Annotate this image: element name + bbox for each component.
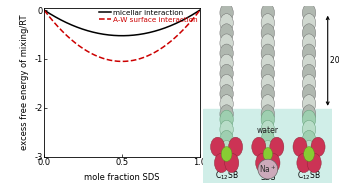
Circle shape	[302, 14, 316, 32]
Circle shape	[302, 110, 316, 129]
micellar interaction	[198, 9, 202, 11]
Circle shape	[302, 120, 316, 139]
Circle shape	[220, 64, 233, 83]
Circle shape	[261, 84, 275, 103]
Circle shape	[220, 24, 233, 42]
Text: C$_{12}$SB: C$_{12}$SB	[297, 169, 321, 182]
Circle shape	[220, 110, 233, 129]
Circle shape	[261, 4, 275, 22]
Circle shape	[266, 153, 280, 173]
Circle shape	[261, 64, 275, 83]
micellar interaction	[117, 35, 121, 37]
Circle shape	[302, 95, 316, 113]
Text: Na$^+$: Na$^+$	[259, 163, 277, 175]
Legend: micellar interaction, A-W surface interaction: micellar interaction, A-W surface intera…	[99, 9, 199, 24]
Line: micellar interaction: micellar interaction	[44, 10, 200, 36]
Circle shape	[256, 153, 270, 173]
X-axis label: mole fraction SDS: mole fraction SDS	[84, 173, 160, 182]
Circle shape	[304, 147, 314, 161]
Circle shape	[297, 153, 311, 173]
micellar interaction	[135, 34, 139, 36]
A-W surface interaction	[194, 13, 198, 16]
Circle shape	[220, 74, 233, 93]
Circle shape	[261, 24, 275, 42]
Circle shape	[302, 64, 316, 83]
Circle shape	[220, 44, 233, 63]
Circle shape	[302, 130, 316, 149]
A-W surface interaction	[198, 9, 202, 11]
Circle shape	[261, 130, 275, 149]
Circle shape	[311, 137, 325, 157]
Circle shape	[302, 105, 316, 123]
Circle shape	[220, 54, 233, 73]
Circle shape	[261, 54, 275, 73]
Circle shape	[261, 34, 275, 52]
Circle shape	[261, 110, 275, 129]
A-W surface interaction	[116, 60, 120, 62]
A-W surface interaction	[42, 9, 46, 11]
Circle shape	[261, 44, 275, 63]
micellar interaction	[42, 9, 46, 11]
A-W surface interaction	[117, 60, 121, 63]
Circle shape	[307, 153, 321, 173]
micellar interaction	[116, 35, 120, 37]
Line: A-W surface interaction: A-W surface interaction	[44, 10, 200, 61]
Text: water: water	[257, 125, 279, 135]
Circle shape	[302, 84, 316, 103]
A-W surface interaction	[135, 58, 139, 61]
Circle shape	[214, 153, 228, 173]
Circle shape	[261, 95, 275, 113]
Circle shape	[302, 44, 316, 63]
Circle shape	[252, 137, 266, 157]
Circle shape	[220, 105, 233, 123]
Circle shape	[270, 137, 284, 157]
Circle shape	[220, 84, 233, 103]
Circle shape	[302, 140, 316, 159]
Circle shape	[302, 34, 316, 52]
Circle shape	[211, 137, 225, 157]
micellar interaction	[170, 24, 174, 26]
Circle shape	[293, 137, 307, 157]
Circle shape	[302, 74, 316, 93]
Bar	[203, 109, 332, 183]
Circle shape	[220, 130, 233, 149]
Circle shape	[261, 120, 275, 139]
Circle shape	[261, 140, 275, 159]
A-W surface interaction	[170, 39, 174, 41]
Circle shape	[225, 153, 239, 173]
Circle shape	[220, 14, 233, 32]
Circle shape	[261, 105, 275, 123]
micellar interaction	[120, 35, 124, 37]
Circle shape	[220, 140, 233, 159]
Circle shape	[220, 34, 233, 52]
Circle shape	[228, 137, 243, 157]
Circle shape	[302, 4, 316, 22]
Circle shape	[221, 147, 232, 161]
Y-axis label: excess free energy of mixing/RT: excess free energy of mixing/RT	[20, 15, 29, 150]
Text: C$_{12}$SB: C$_{12}$SB	[215, 169, 239, 182]
Text: SDS: SDS	[260, 173, 276, 182]
Circle shape	[302, 54, 316, 73]
Circle shape	[261, 74, 275, 93]
A-W surface interaction	[120, 60, 124, 63]
A-W surface interaction	[127, 60, 131, 62]
Circle shape	[261, 14, 275, 32]
micellar interaction	[127, 34, 131, 37]
Circle shape	[263, 148, 273, 160]
Circle shape	[302, 24, 316, 42]
micellar interaction	[194, 11, 198, 13]
Text: 20 Å: 20 Å	[330, 56, 339, 65]
Circle shape	[220, 4, 233, 22]
Circle shape	[220, 95, 233, 113]
Circle shape	[220, 120, 233, 139]
